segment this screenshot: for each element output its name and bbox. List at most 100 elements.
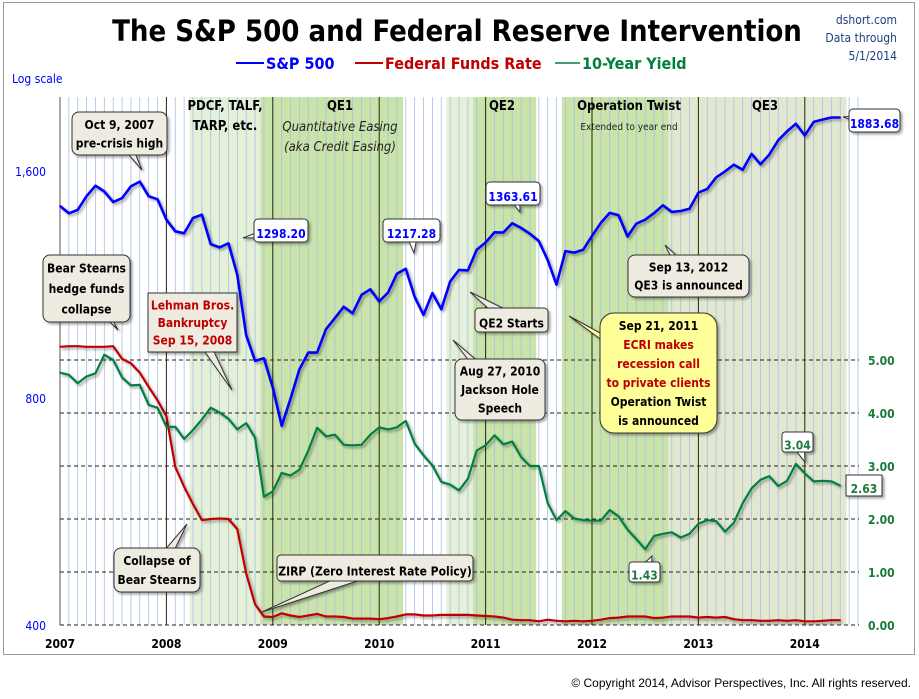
- data-point: [600, 519, 602, 522]
- data-point: [812, 480, 815, 483]
- data-point: [192, 429, 194, 431]
- data-point: [298, 468, 301, 471]
- data-point: [227, 418, 230, 420]
- legend-label-sp500: S&P 500: [266, 54, 335, 73]
- data-point: [582, 519, 584, 521]
- data-point: [644, 218, 646, 221]
- data-point: [653, 617, 655, 619]
- data-point: [272, 490, 274, 493]
- data-point: [830, 116, 833, 119]
- data-point: [413, 296, 416, 298]
- callout-box: [147, 292, 238, 353]
- callout-text: is announced: [618, 414, 699, 428]
- data-point: [493, 615, 496, 618]
- annotation-callout: 1298.20: [242, 218, 309, 243]
- period-label: QE1: [327, 99, 353, 114]
- data-point: [573, 517, 576, 520]
- data-point: [449, 614, 451, 616]
- data-point: [617, 616, 620, 619]
- callout-text: Lehman Bros.: [151, 298, 234, 312]
- callout-text: Aug 27, 2010: [460, 365, 540, 379]
- data-point: [245, 422, 247, 424]
- data-point: [112, 201, 114, 203]
- data-point: [750, 619, 753, 622]
- data-point: [564, 620, 567, 623]
- data-point: [467, 477, 469, 480]
- data-point: [307, 614, 310, 617]
- data-point: [582, 248, 584, 251]
- annotation-callout: Collapse of Bear Stearns: [113, 523, 201, 593]
- data-point: [502, 231, 505, 234]
- annotation-callout: Sep 21, 2011 ECRI makes recession call to p…: [568, 312, 718, 434]
- callout-box: [848, 108, 901, 133]
- data-point: [325, 328, 327, 331]
- data-point: [475, 248, 478, 251]
- callout-text: Speech: [478, 401, 522, 415]
- data-point: [59, 371, 61, 374]
- data-point: [387, 428, 389, 431]
- data-point: [564, 250, 567, 252]
- data-point: [502, 443, 505, 446]
- data-point: [679, 536, 682, 539]
- data-point: [458, 269, 460, 271]
- data-point: [369, 617, 372, 620]
- callout-box: [113, 547, 201, 593]
- data-point: [458, 489, 460, 492]
- callout-text: 2.63: [851, 482, 878, 496]
- callout-box: [599, 312, 718, 434]
- data-point: [697, 616, 700, 619]
- data-point: [795, 463, 797, 465]
- legend-label-fed-funds: Federal Funds Rate: [385, 54, 542, 73]
- source-date: 5/1/2014: [849, 49, 898, 63]
- data-point: [484, 444, 487, 447]
- callout-box: [627, 254, 750, 298]
- data-point: [546, 502, 549, 504]
- period-sublabel: Quantitative Easing: [282, 120, 397, 135]
- annotation-callout: Oct 9, 2007 pre-crisis high: [71, 111, 168, 171]
- data-point: [715, 520, 717, 522]
- callout-text: Bear Stearns: [118, 573, 197, 587]
- data-point: [378, 618, 381, 620]
- data-point: [662, 204, 664, 207]
- data-point: [608, 509, 611, 511]
- callout-text: 1.43: [631, 569, 658, 583]
- data-point: [254, 437, 256, 439]
- data-point: [804, 472, 806, 475]
- x-tick-label: 2007: [45, 637, 75, 651]
- source-site: dshort.com: [836, 13, 897, 27]
- data-point: [786, 480, 788, 482]
- data-point: [653, 535, 655, 537]
- data-point: [688, 615, 691, 618]
- callout-text: hedge funds: [49, 282, 125, 296]
- chart-title: The S&P 500 and Federal Reserve Interven…: [112, 14, 802, 48]
- callout-box: [628, 561, 661, 583]
- data-point: [733, 163, 735, 166]
- data-point: [839, 116, 842, 119]
- data-point: [280, 424, 283, 427]
- data-point: [741, 502, 744, 504]
- data-point: [325, 435, 327, 438]
- data-point: [431, 292, 434, 294]
- data-point: [804, 620, 806, 623]
- data-point: [236, 274, 239, 276]
- data-point: [786, 130, 788, 133]
- callout-text: Sep 15, 2008: [153, 334, 233, 348]
- data-point: [733, 618, 735, 620]
- data-point: [529, 232, 531, 235]
- data-point: [130, 185, 132, 188]
- data-point: [209, 243, 212, 245]
- callout-box: [276, 554, 474, 582]
- data-point: [768, 153, 771, 156]
- data-point: [635, 615, 638, 618]
- data-point: [103, 353, 106, 356]
- data-point: [289, 474, 292, 477]
- legend-label-10yr: 10-Year Yield: [582, 54, 687, 73]
- data-point: [697, 522, 700, 525]
- data-point: [254, 603, 256, 606]
- data-point: [839, 484, 842, 487]
- callout-text: 1883.68: [850, 117, 899, 131]
- data-point: [405, 267, 407, 270]
- data-point: [360, 444, 363, 446]
- data-point: [103, 345, 106, 348]
- callout-text: QE3 is announced: [634, 279, 743, 293]
